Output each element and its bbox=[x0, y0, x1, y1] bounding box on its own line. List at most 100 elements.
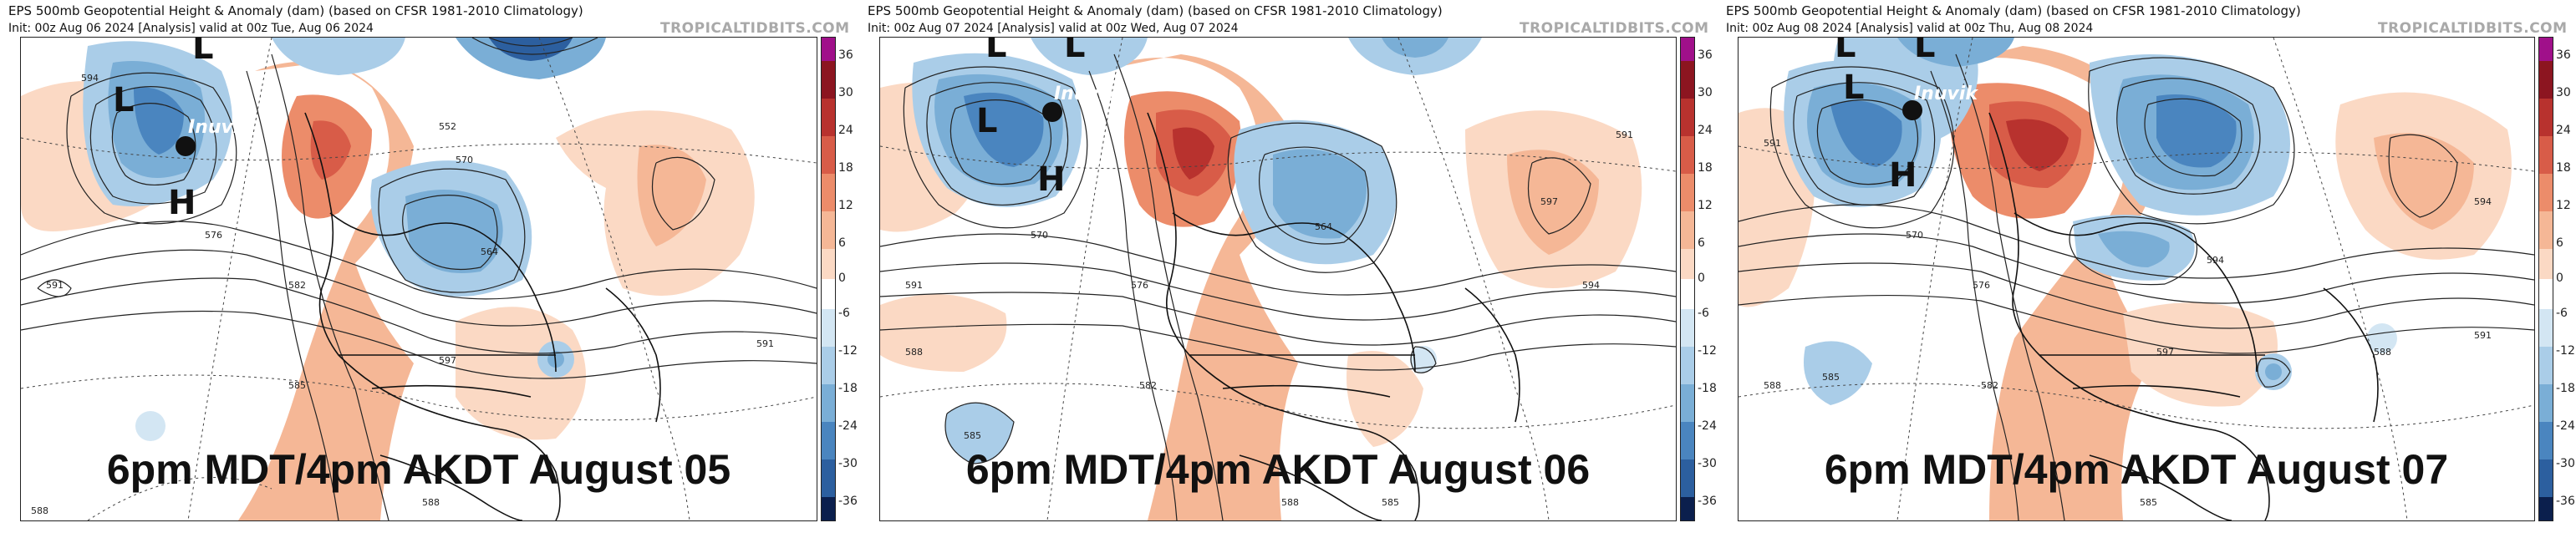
map-panel-aug06: EPS 500mb Geopotential Height & Anomaly … bbox=[859, 0, 1718, 533]
colorbar-tick: -24 bbox=[2556, 419, 2575, 433]
contour-label: 591 bbox=[46, 280, 64, 291]
colorbar-tick: 36 bbox=[1698, 48, 1713, 62]
inuvik-marker bbox=[1902, 100, 1922, 120]
colorbar-tick: -12 bbox=[2556, 344, 2575, 358]
high-label: H bbox=[168, 184, 196, 222]
anomaly-map-graphic: 591 588 585 582 576 570 564 594 597 591 … bbox=[880, 38, 1676, 520]
high-label: H bbox=[1037, 160, 1066, 199]
contour-label: 597 bbox=[2156, 347, 2174, 358]
low-label: L bbox=[985, 37, 1007, 65]
colorbar-tick: 30 bbox=[2556, 86, 2571, 99]
colorbar-tick: 12 bbox=[1698, 199, 1713, 212]
colorbar-tick: 12 bbox=[838, 199, 853, 212]
colorbar-tick: 0 bbox=[2556, 272, 2563, 285]
colorbar-tick: 18 bbox=[1698, 161, 1713, 175]
panel-title: EPS 500mb Geopotential Height & Anomaly … bbox=[868, 3, 1443, 18]
contour-label: 591 bbox=[756, 338, 774, 349]
contour-label: 588 bbox=[1281, 497, 1299, 508]
colorbar-tick: -30 bbox=[838, 457, 858, 470]
contour-label: 570 bbox=[1906, 230, 1923, 241]
colorbar-tick: -24 bbox=[838, 419, 858, 433]
contour-label: 576 bbox=[205, 230, 222, 241]
anomaly-map: 591 588 585 582 576 570 594 597 591 588 … bbox=[1738, 37, 2535, 521]
colorbar-tick: 36 bbox=[2556, 48, 2571, 62]
colorbar-tick: 0 bbox=[838, 272, 846, 285]
colorbar-tick: 30 bbox=[1698, 86, 1713, 99]
contour-label: 594 bbox=[1582, 280, 1600, 291]
contour-label: 585 bbox=[1822, 372, 1840, 383]
low-label: L bbox=[113, 81, 135, 119]
low-label: L bbox=[976, 102, 998, 140]
colorbar-tick: -18 bbox=[838, 382, 858, 395]
contour-label: 588 bbox=[422, 497, 440, 508]
contour-label: 564 bbox=[1315, 221, 1332, 232]
time-caption: 6pm MDT/4pm AKDT August 05 bbox=[106, 446, 731, 493]
colorbar-tick: 6 bbox=[1698, 236, 1705, 250]
colorbar-tick: -30 bbox=[2556, 457, 2575, 470]
contour-label: 594 bbox=[81, 73, 99, 84]
anomaly-map: 591 588 585 582 576 570 564 594 597 591 … bbox=[879, 37, 1677, 521]
low-label: L bbox=[192, 37, 214, 67]
contour-label: 576 bbox=[1131, 280, 1148, 291]
low-label: L bbox=[1914, 37, 1936, 65]
colorbar-tick: 12 bbox=[2556, 199, 2571, 212]
colorbar-tick: -36 bbox=[838, 495, 858, 508]
contour-label: 591 bbox=[1616, 129, 1633, 140]
time-caption: 6pm MDT/4pm AKDT August 06 bbox=[965, 446, 1591, 493]
colorbar-tick: -12 bbox=[1698, 344, 1717, 358]
brand-watermark: TROPICALTIDBITS.COM bbox=[1520, 20, 1709, 37]
colorbar-tick: 18 bbox=[2556, 161, 2571, 175]
colorbar-tick: -24 bbox=[1698, 419, 1717, 433]
colorbar-tick: -36 bbox=[1698, 495, 1717, 508]
panel-title: EPS 500mb Geopotential Height & Anomaly … bbox=[1726, 3, 2301, 18]
anomaly-colorbar bbox=[821, 37, 836, 521]
contour-label: 588 bbox=[1764, 380, 1781, 391]
contour-label: 594 bbox=[2474, 196, 2492, 207]
inuvik-label: Inuvik bbox=[1914, 84, 1978, 104]
anomaly-map-graphic: 594 591 588 585 582 576 570 552 564 597 … bbox=[21, 38, 817, 520]
contour-label: 585 bbox=[964, 430, 981, 441]
colorbar-tick: -6 bbox=[2556, 307, 2568, 320]
anomaly-colorbar bbox=[1680, 37, 1695, 521]
colorbar-tick: 6 bbox=[838, 236, 846, 250]
contour-label: 597 bbox=[439, 355, 456, 366]
inuvik-marker bbox=[1042, 102, 1062, 122]
contour-label: 552 bbox=[439, 121, 456, 132]
contour-label: 582 bbox=[1981, 380, 1998, 391]
contour-label: 582 bbox=[1139, 380, 1157, 391]
low-label: L bbox=[1064, 37, 1086, 65]
high-label: H bbox=[1889, 156, 1917, 195]
contour-label: 597 bbox=[1540, 196, 1558, 207]
anomaly-map: 594 591 588 585 582 576 570 552 564 597 … bbox=[20, 37, 817, 521]
colorbar-tick: 36 bbox=[838, 48, 853, 62]
panel-title: EPS 500mb Geopotential Height & Anomaly … bbox=[8, 3, 583, 18]
contour-label: 594 bbox=[2207, 255, 2224, 266]
inuvik-label: Inuvik bbox=[1054, 84, 1118, 104]
colorbar-tick: -18 bbox=[1698, 382, 1717, 395]
contour-label: 570 bbox=[456, 155, 473, 165]
contour-label: 588 bbox=[905, 347, 923, 358]
contour-label: 591 bbox=[2474, 330, 2492, 341]
contour-label: 576 bbox=[1973, 280, 1990, 291]
contour-label: 591 bbox=[1764, 138, 1781, 149]
inuvik-label: Inuvik bbox=[188, 117, 252, 138]
panel-init-line: Init: 00z Aug 08 2024 [Analysis] valid a… bbox=[1726, 22, 2094, 35]
contour-label: 585 bbox=[2140, 497, 2157, 508]
colorbar-tick: 24 bbox=[1698, 124, 1713, 137]
contour-label: 585 bbox=[1382, 497, 1399, 508]
colorbar-tick: 24 bbox=[2556, 124, 2571, 137]
contour-label: 591 bbox=[905, 280, 923, 291]
map-panel-aug05: EPS 500mb Geopotential Height & Anomaly … bbox=[0, 0, 858, 533]
colorbar-tick: 6 bbox=[2556, 236, 2563, 250]
colorbar-tick: -36 bbox=[2556, 495, 2575, 508]
colorbar-tick: -12 bbox=[838, 344, 858, 358]
colorbar-tick: -18 bbox=[2556, 382, 2575, 395]
time-caption: 6pm MDT/4pm AKDT August 07 bbox=[1824, 446, 2449, 493]
colorbar-tick: -6 bbox=[1698, 307, 1709, 320]
brand-watermark: TROPICALTIDBITS.COM bbox=[2378, 20, 2568, 37]
panel-init-line: Init: 00z Aug 07 2024 [Analysis] valid a… bbox=[868, 22, 1239, 35]
colorbar-tick: -6 bbox=[838, 307, 850, 320]
inuvik-marker bbox=[176, 136, 196, 156]
contour-label: 588 bbox=[31, 505, 48, 516]
colorbar-tick: -30 bbox=[1698, 457, 1717, 470]
